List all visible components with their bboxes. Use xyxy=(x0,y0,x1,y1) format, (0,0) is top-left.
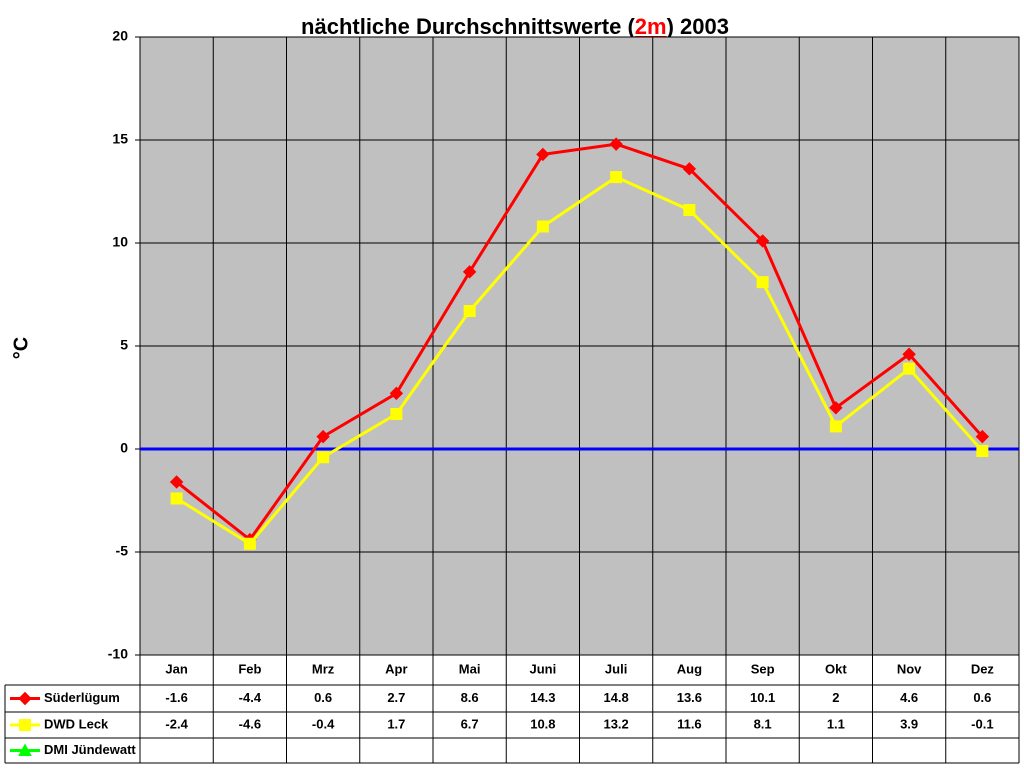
marker xyxy=(18,691,32,706)
marker xyxy=(610,171,623,184)
legend-label: Süderlügum xyxy=(44,690,120,705)
table-value: -2.4 xyxy=(165,716,188,731)
marker xyxy=(317,451,330,464)
series-line xyxy=(175,142,984,542)
table-value: 13.2 xyxy=(603,716,628,731)
table-value: 4.6 xyxy=(900,690,918,705)
marker xyxy=(170,492,183,505)
marker xyxy=(829,420,842,433)
marker xyxy=(682,162,697,176)
marker xyxy=(19,719,31,731)
marker xyxy=(829,401,843,415)
x-tick-label: Jan xyxy=(165,661,187,676)
table-value: 0.6 xyxy=(314,690,332,705)
x-tick-label: Juni xyxy=(530,661,557,676)
y-tick-label: 10 xyxy=(112,234,128,250)
y-axis-label: °C xyxy=(10,337,32,359)
table-value: -1.6 xyxy=(165,690,187,705)
table-value: 14.8 xyxy=(603,690,628,705)
table-value: 10.1 xyxy=(750,690,775,705)
y-tick-label: 15 xyxy=(112,131,128,147)
x-tick-label: Aug xyxy=(677,661,702,676)
table-value: -0.4 xyxy=(312,716,335,731)
x-tick-label: Mrz xyxy=(312,661,335,676)
marker xyxy=(903,362,916,375)
table-value: 10.8 xyxy=(530,716,555,731)
marker xyxy=(536,147,550,162)
table-value: 1.7 xyxy=(387,716,405,731)
x-tick-label: Feb xyxy=(238,661,261,676)
y-tick-label: 20 xyxy=(112,28,128,44)
marker xyxy=(609,137,623,151)
table-value: 0.6 xyxy=(973,690,991,705)
y-tick-label: 5 xyxy=(120,337,128,353)
marker xyxy=(390,407,403,420)
table-value: 8.6 xyxy=(461,690,479,705)
marker xyxy=(755,234,770,248)
y-tick-label: -5 xyxy=(116,543,129,559)
marker xyxy=(462,265,477,279)
table-value: 8.1 xyxy=(754,716,772,731)
table-value: 11.6 xyxy=(677,716,702,731)
table-value: -4.6 xyxy=(239,716,261,731)
x-tick-label: Mai xyxy=(459,661,481,676)
marker xyxy=(683,204,696,217)
table-value: -4.4 xyxy=(239,690,262,705)
x-tick-label: Okt xyxy=(825,661,847,676)
marker xyxy=(18,743,32,756)
x-tick-label: Nov xyxy=(897,661,922,676)
marker xyxy=(756,276,769,289)
table-value: 13.6 xyxy=(677,690,702,705)
marker xyxy=(975,429,990,444)
marker xyxy=(536,220,549,233)
x-tick-label: Juli xyxy=(605,661,627,676)
table-value: -0.1 xyxy=(971,716,993,731)
y-tick-label: -10 xyxy=(108,646,128,662)
x-tick-label: Dez xyxy=(971,661,995,676)
legend-label: DWD Leck xyxy=(44,716,109,731)
x-tick-label: Apr xyxy=(385,661,407,676)
title-part: ) 2003 xyxy=(667,14,729,39)
title-part: nächtliche Durchschnittswerte ( xyxy=(301,14,635,39)
table-value: 2.7 xyxy=(387,690,405,705)
chart-title: nächtliche Durchschnittswerte (2m) 2003 xyxy=(301,14,729,39)
table-value: 3.9 xyxy=(900,716,918,731)
marker xyxy=(463,304,476,317)
table-value: 6.7 xyxy=(461,716,479,731)
table-value: 2 xyxy=(832,690,839,705)
marker xyxy=(316,429,330,444)
x-tick-label: Sep xyxy=(751,661,775,676)
series-line xyxy=(175,175,984,546)
y-tick-label: 0 xyxy=(120,440,128,456)
marker xyxy=(243,537,256,550)
marker xyxy=(389,386,404,401)
table-value: 1.1 xyxy=(827,716,845,731)
marker xyxy=(976,445,989,458)
legend-label: DMI Jündewatt xyxy=(44,742,136,757)
marker xyxy=(169,475,184,489)
table-value: 14.3 xyxy=(530,690,555,705)
title-part: 2m xyxy=(635,14,667,39)
marker xyxy=(902,347,916,361)
